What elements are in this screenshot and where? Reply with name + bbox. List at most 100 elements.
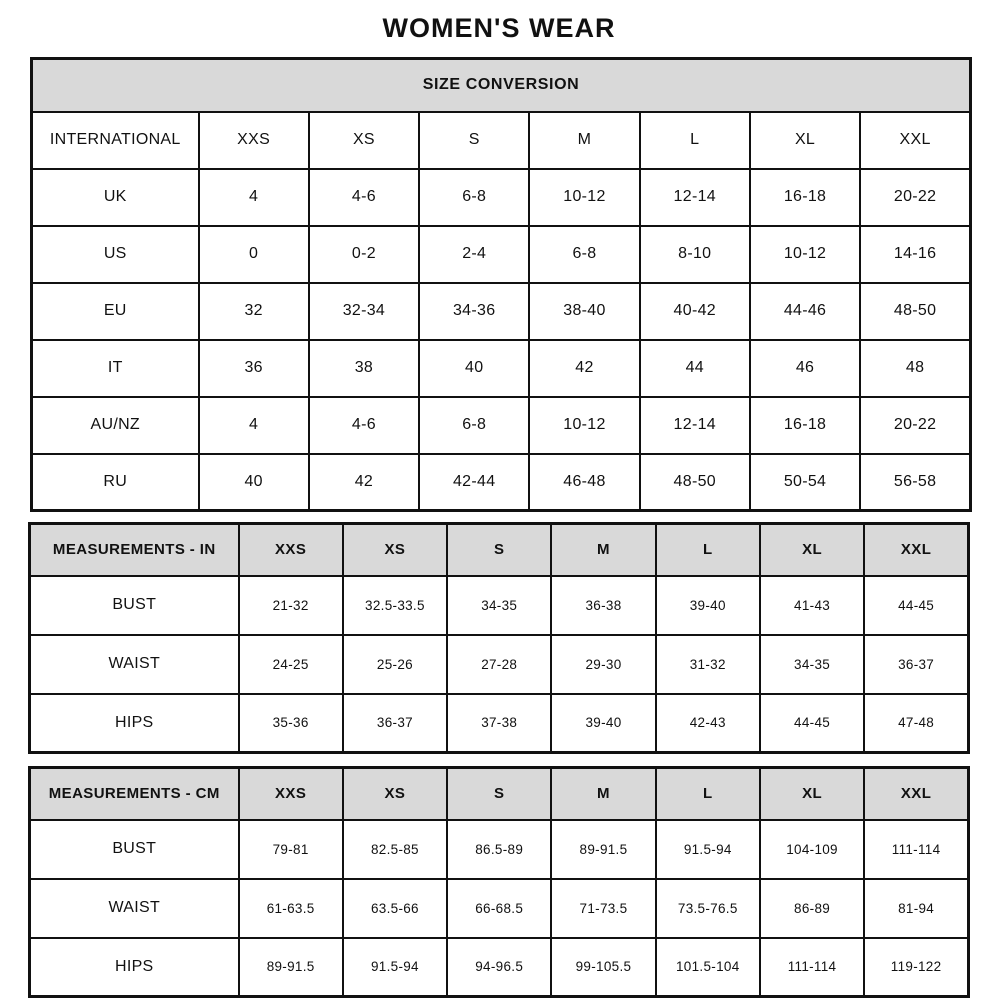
cell-value: 12-14 xyxy=(638,167,751,227)
cell-value: 34-35 xyxy=(758,633,866,695)
cell-value: 89-91.5 xyxy=(237,936,344,998)
cell-value: 27-28 xyxy=(446,633,553,695)
cell-value: 44-45 xyxy=(863,574,970,636)
measurements-cm-table: MEASUREMENTS - CM XXS XS S M L XL XXL BUST 79-81 8… xyxy=(28,766,970,998)
cell-value: 20-22 xyxy=(859,395,972,455)
column-header-row: INTERNATIONAL XXS XS S M L XL XXL xyxy=(30,110,972,170)
cell-value: 10-12 xyxy=(528,395,641,455)
column-header: M xyxy=(550,522,657,577)
column-header-row: MEASUREMENTS - CM XXS XS S M L XL XXL xyxy=(28,766,970,821)
cell-value: 36-37 xyxy=(863,633,970,695)
cell-value: 44 xyxy=(638,338,751,398)
cell-value: 79-81 xyxy=(237,818,344,880)
cell-value: 86.5-89 xyxy=(446,818,553,880)
cell-value: 4-6 xyxy=(307,167,421,227)
cell-value: 66-68.5 xyxy=(446,877,553,939)
cell-value: 4 xyxy=(197,395,310,455)
table-title: MEASUREMENTS - IN xyxy=(28,522,240,577)
cell-value: 63.5-66 xyxy=(341,877,449,939)
cell-value: 6-8 xyxy=(528,224,641,284)
cell-value: 4-6 xyxy=(307,395,421,455)
table-title-row: SIZE CONVERSION xyxy=(30,57,972,113)
cell-value: 40 xyxy=(197,452,310,512)
cell-value: 36-37 xyxy=(341,692,449,754)
cell-value: 24-25 xyxy=(237,633,344,695)
cell-value: 111-114 xyxy=(758,936,866,998)
column-header: L xyxy=(638,110,751,170)
cell-value: 82.5-85 xyxy=(341,818,449,880)
table-row: RU 40 42 42-44 46-48 48-50 50-54 56-58 xyxy=(30,452,972,512)
cell-value: 34-36 xyxy=(418,281,531,341)
cell-value: 56-58 xyxy=(859,452,972,512)
cell-value: 37-38 xyxy=(446,692,553,754)
cell-value: 32-34 xyxy=(307,281,421,341)
cell-value: 34-35 xyxy=(446,574,553,636)
table-row: US 0 0-2 2-4 6-8 8-10 10-12 14-16 xyxy=(30,224,972,284)
cell-value: 48 xyxy=(859,338,972,398)
column-header: XL xyxy=(758,766,866,821)
cell-value: 39-40 xyxy=(654,574,761,636)
column-header: XXS xyxy=(237,522,344,577)
row-label: EU xyxy=(30,281,200,341)
cell-value: 44-45 xyxy=(758,692,866,754)
cell-value: 2-4 xyxy=(418,224,531,284)
cell-value: 42 xyxy=(307,452,421,512)
cell-value: 111-114 xyxy=(863,818,970,880)
column-header: S xyxy=(446,522,553,577)
cell-value: 0 xyxy=(197,224,310,284)
cell-value: 89-91.5 xyxy=(550,818,657,880)
cell-value: 42-43 xyxy=(654,692,761,754)
row-label: UK xyxy=(30,167,200,227)
column-header: XL xyxy=(758,522,866,577)
cell-value: 35-36 xyxy=(237,692,344,754)
column-header: S xyxy=(446,766,553,821)
cell-value: 61-63.5 xyxy=(237,877,344,939)
row-label: HIPS xyxy=(28,692,240,754)
cell-value: 81-94 xyxy=(863,877,970,939)
table-row: BUST 21-32 32.5-33.5 34-35 36-38 39-40 41-43 44… xyxy=(28,574,970,636)
row-label: BUST xyxy=(28,574,240,636)
cell-value: 12-14 xyxy=(638,395,751,455)
cell-value: 47-48 xyxy=(863,692,970,754)
column-header-row: MEASUREMENTS - IN XXS XS S M L XL XXL xyxy=(28,522,970,577)
column-header: XXL xyxy=(863,522,970,577)
table-row: EU 32 32-34 34-36 38-40 40-42 44-46 48-50 xyxy=(30,281,972,341)
cell-value: 73.5-76.5 xyxy=(654,877,761,939)
cell-value: 14-16 xyxy=(859,224,972,284)
row-label: HIPS xyxy=(28,936,240,998)
cell-value: 42 xyxy=(528,338,641,398)
cell-value: 16-18 xyxy=(748,395,862,455)
column-header: XXS xyxy=(197,110,310,170)
cell-value: 38 xyxy=(307,338,421,398)
cell-value: 50-54 xyxy=(748,452,862,512)
column-header: XXL xyxy=(863,766,970,821)
column-header: S xyxy=(418,110,531,170)
cell-value: 29-30 xyxy=(550,633,657,695)
cell-value: 99-105.5 xyxy=(550,936,657,998)
row-label: WAIST xyxy=(28,877,240,939)
cell-value: 6-8 xyxy=(418,395,531,455)
cell-value: 44-46 xyxy=(748,281,862,341)
cell-value: 48-50 xyxy=(638,452,751,512)
row-label: US xyxy=(30,224,200,284)
cell-value: 41-43 xyxy=(758,574,866,636)
cell-value: 71-73.5 xyxy=(550,877,657,939)
cell-value: 6-8 xyxy=(418,167,531,227)
cell-value: 40-42 xyxy=(638,281,751,341)
cell-value: 48-50 xyxy=(859,281,972,341)
table-row: WAIST 24-25 25-26 27-28 29-30 31-32 34-35 36-37 xyxy=(28,633,970,695)
table-row: IT 36 38 40 42 44 46 48 xyxy=(30,338,972,398)
cell-value: 119-122 xyxy=(863,936,970,998)
cell-value: 104-109 xyxy=(758,818,866,880)
cell-value: 0-2 xyxy=(307,224,421,284)
column-header: XS xyxy=(341,766,449,821)
cell-value: 36 xyxy=(197,338,310,398)
column-header: XS xyxy=(307,110,421,170)
row-label: IT xyxy=(30,338,200,398)
size-conversion-table: SIZE CONVERSION INTERNATIONAL XXS XS S M L XL XX… xyxy=(30,57,972,512)
cell-value: 46-48 xyxy=(528,452,641,512)
row-label: WAIST xyxy=(28,633,240,695)
cell-value: 86-89 xyxy=(758,877,866,939)
cell-value: 38-40 xyxy=(528,281,641,341)
cell-value: 36-38 xyxy=(550,574,657,636)
